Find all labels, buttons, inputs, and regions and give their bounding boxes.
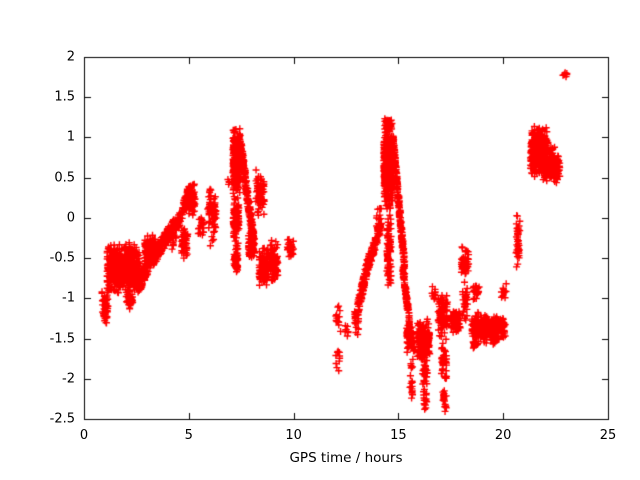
x-tick-label: 10 xyxy=(285,428,302,443)
y-tick-label: -0.5 xyxy=(49,250,75,266)
y-tick-label: 0 xyxy=(66,210,75,226)
y-tick-label: -1.5 xyxy=(49,331,75,347)
x-tick-label: 20 xyxy=(494,428,512,443)
x-tick-label: 15 xyxy=(390,428,407,443)
x-axis-label: GPS time / hours xyxy=(289,450,403,466)
y-tick-label: -2.5 xyxy=(49,411,75,427)
y-tick-label: 1.5 xyxy=(54,89,75,105)
x-tick-label: 0 xyxy=(79,428,89,443)
x-tick-label: 5 xyxy=(184,428,193,443)
y-tick-label: -2 xyxy=(62,371,75,387)
y-tick-label: 0.5 xyxy=(54,170,75,186)
y-tick-label: 2 xyxy=(66,49,75,65)
y-tick-label: -1 xyxy=(62,290,75,306)
x-tick-label: 25 xyxy=(599,428,617,443)
y-tick-label: 1 xyxy=(66,129,75,145)
